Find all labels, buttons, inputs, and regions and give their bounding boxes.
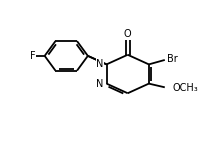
Text: F: F [30,51,35,61]
Text: OCH₃: OCH₃ [172,83,197,93]
Text: Br: Br [166,54,176,64]
Text: N: N [96,59,103,69]
Text: O: O [123,29,131,39]
Text: N: N [96,79,103,89]
